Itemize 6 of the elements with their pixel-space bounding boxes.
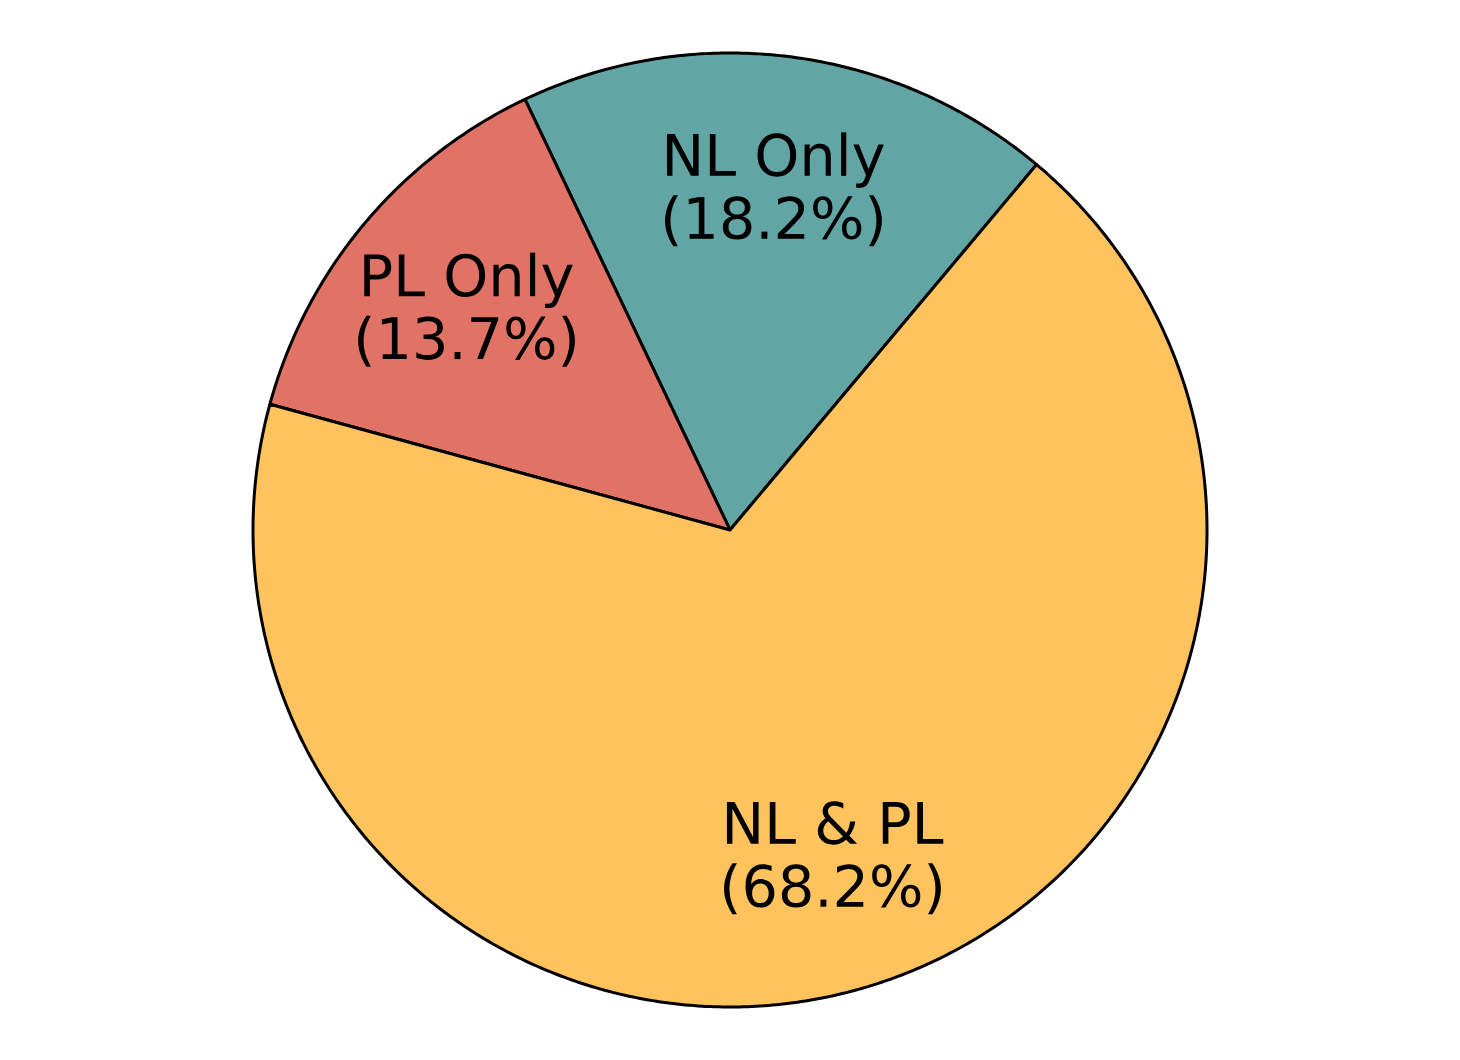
data-label: (13.7%) xyxy=(358,315,575,367)
slice-label: PL Only xyxy=(364,252,573,309)
data-label: (68.2%) xyxy=(724,863,941,915)
slice-label: NL & PL xyxy=(726,801,944,845)
data-label: (18.2%) xyxy=(665,195,882,247)
slice-label: NL Only xyxy=(667,132,884,188)
